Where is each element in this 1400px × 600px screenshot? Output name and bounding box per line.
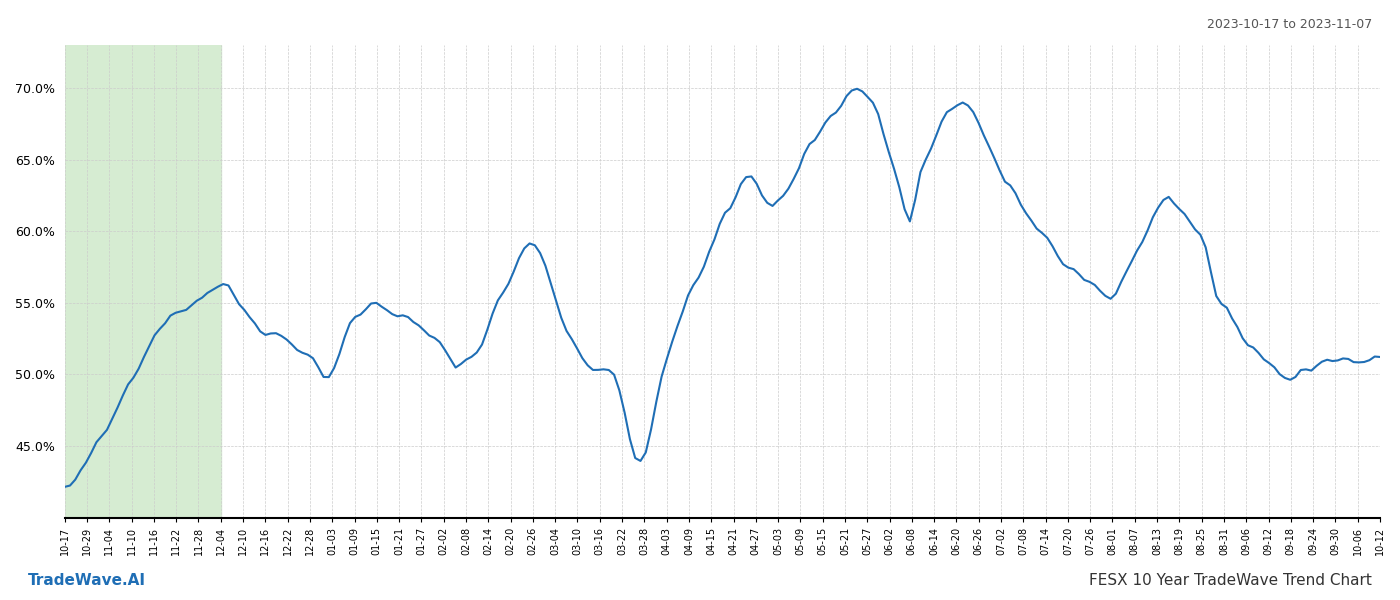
Text: FESX 10 Year TradeWave Trend Chart: FESX 10 Year TradeWave Trend Chart bbox=[1089, 573, 1372, 588]
Bar bbox=[64, 45, 221, 518]
Text: TradeWave.AI: TradeWave.AI bbox=[28, 573, 146, 588]
Text: 2023-10-17 to 2023-11-07: 2023-10-17 to 2023-11-07 bbox=[1207, 18, 1372, 31]
